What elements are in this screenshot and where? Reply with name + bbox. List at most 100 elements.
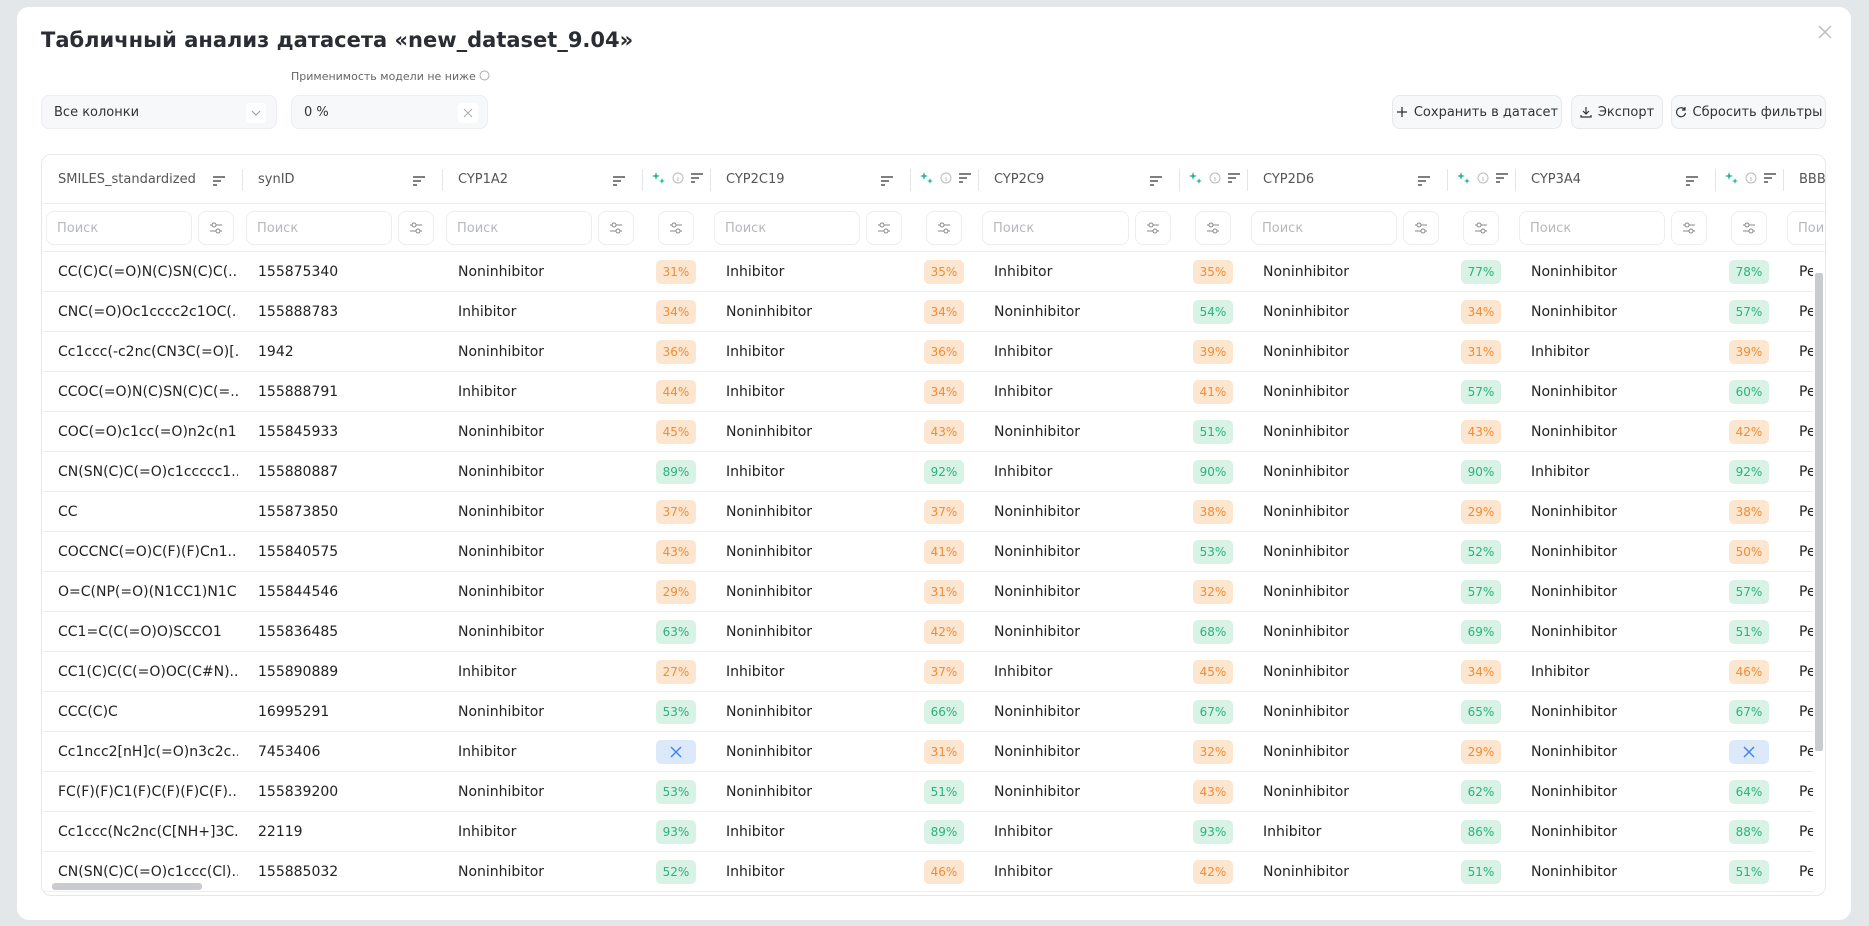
table-cell: 155880887 — [258, 464, 339, 480]
reset-button[interactable]: Сбросить фильтры — [1671, 95, 1826, 129]
table-cell: 155885032 — [258, 864, 339, 880]
sort-icon[interactable] — [958, 172, 972, 184]
filter-icon — [1207, 222, 1219, 234]
table-cell: Noninhibitor — [458, 704, 545, 720]
score-badge: 93% — [656, 820, 696, 844]
filter-button[interactable] — [598, 211, 634, 245]
filter-button[interactable] — [1731, 211, 1767, 245]
sort-button[interactable] — [1685, 172, 1699, 191]
score-badge: 51% — [924, 780, 964, 804]
table-cell: 155888783 — [258, 304, 339, 320]
filter-icon — [210, 222, 222, 234]
search-input[interactable]: Поиск — [1251, 211, 1397, 245]
info-icon — [940, 172, 952, 184]
table-cell: Pe — [1799, 584, 1813, 600]
table-cell: CC1=C(C(=O)O)SCCO1 — [58, 624, 222, 640]
filter-button[interactable] — [926, 211, 962, 245]
filter-icon — [1415, 222, 1427, 234]
ai-icon — [1457, 172, 1470, 184]
sort-button[interactable] — [880, 172, 894, 191]
table-cell: 22119 — [258, 824, 303, 840]
filter-button[interactable] — [1135, 211, 1171, 245]
sort-icon[interactable] — [212, 175, 226, 187]
column-separator — [242, 169, 243, 191]
sort-icon[interactable] — [1149, 175, 1163, 187]
input-text: 0 % — [304, 105, 329, 120]
sort-icon[interactable] — [1417, 175, 1431, 187]
score-badge: 46% — [1729, 660, 1769, 684]
clear-icon[interactable] — [458, 103, 478, 123]
search-input[interactable]: Поиск — [246, 211, 392, 245]
sort-icon[interactable] — [880, 175, 894, 187]
sort-button[interactable] — [412, 172, 426, 191]
column-separator — [710, 169, 711, 191]
table-cell: Inhibitor — [1531, 464, 1590, 480]
filter-button[interactable] — [198, 211, 234, 245]
table-cell: CC — [58, 504, 78, 520]
score-badge: 34% — [924, 380, 964, 404]
row-divider — [42, 771, 1825, 772]
score-badge: 37% — [924, 500, 964, 524]
close-button[interactable] — [1817, 24, 1833, 40]
score-header — [1725, 171, 1777, 185]
sort-icon[interactable] — [1227, 172, 1241, 184]
table-cell: Noninhibitor — [1263, 424, 1350, 440]
score-badge: 67% — [1729, 700, 1769, 724]
filter-button[interactable] — [1671, 211, 1707, 245]
score-badge: 89% — [924, 820, 964, 844]
score-badge: 34% — [924, 300, 964, 324]
table-cell: CN(SN(C)C(=O)c1ccccc1... — [58, 464, 238, 480]
score-badge: 43% — [1461, 420, 1501, 444]
sort-button[interactable] — [1417, 172, 1431, 191]
scrollbar-thumb[interactable] — [1815, 273, 1823, 751]
filter-button[interactable] — [866, 211, 902, 245]
table-cell: Noninhibitor — [458, 584, 545, 600]
column-separator — [978, 169, 979, 191]
column-separator — [1179, 169, 1180, 191]
sort-icon[interactable] — [1685, 175, 1699, 187]
filter-button[interactable] — [1195, 211, 1231, 245]
table-cell: Noninhibitor — [458, 504, 545, 520]
sort-button[interactable] — [212, 172, 226, 191]
save-button[interactable]: Сохранить в датасет — [1392, 95, 1562, 129]
search-input[interactable]: Поиск — [46, 211, 192, 245]
filter-button[interactable] — [1403, 211, 1439, 245]
table-cell: Noninhibitor — [458, 864, 545, 880]
header-divider — [42, 251, 1825, 252]
filter-button[interactable] — [398, 211, 434, 245]
table-cell: Pe — [1799, 384, 1813, 400]
score-header — [652, 171, 704, 185]
table-cell: Pe — [1799, 504, 1813, 520]
search-input[interactable]: Поиск — [446, 211, 592, 245]
score-badge: 53% — [656, 700, 696, 724]
sort-icon[interactable] — [412, 175, 426, 187]
search-input[interactable]: Поиск — [1787, 211, 1825, 245]
filter-button[interactable] — [1463, 211, 1499, 245]
sort-button[interactable] — [1149, 172, 1163, 191]
score-badge: 88% — [1729, 820, 1769, 844]
score-badge: 39% — [1729, 340, 1769, 364]
table-cell: Noninhibitor — [994, 624, 1081, 640]
sort-icon[interactable] — [1495, 172, 1509, 184]
filter-button[interactable] — [658, 211, 694, 245]
search-input[interactable]: Поиск — [982, 211, 1129, 245]
export-button[interactable]: Экспорт — [1571, 95, 1663, 129]
sort-button[interactable] — [612, 172, 626, 191]
table-cell: Pe — [1799, 264, 1813, 280]
table-cell: Inhibitor — [994, 664, 1053, 680]
hscroll-thumb[interactable] — [52, 883, 202, 890]
applicability-input[interactable]: 0 % — [291, 95, 488, 129]
sort-icon[interactable] — [1763, 172, 1777, 184]
table-cell: 155839200 — [258, 784, 339, 800]
table-cell: Inhibitor — [726, 384, 785, 400]
row-divider — [42, 371, 1825, 372]
columns-select[interactable]: Все колонки — [41, 95, 277, 129]
sort-icon[interactable] — [612, 175, 626, 187]
table-cell: Inhibitor — [458, 304, 517, 320]
table-cell: Noninhibitor — [726, 584, 813, 600]
table-cell: Inhibitor — [994, 824, 1053, 840]
search-input[interactable]: Поиск — [714, 211, 860, 245]
sort-icon[interactable] — [690, 172, 704, 184]
score-badge: 37% — [656, 500, 696, 524]
search-input[interactable]: Поиск — [1519, 211, 1665, 245]
